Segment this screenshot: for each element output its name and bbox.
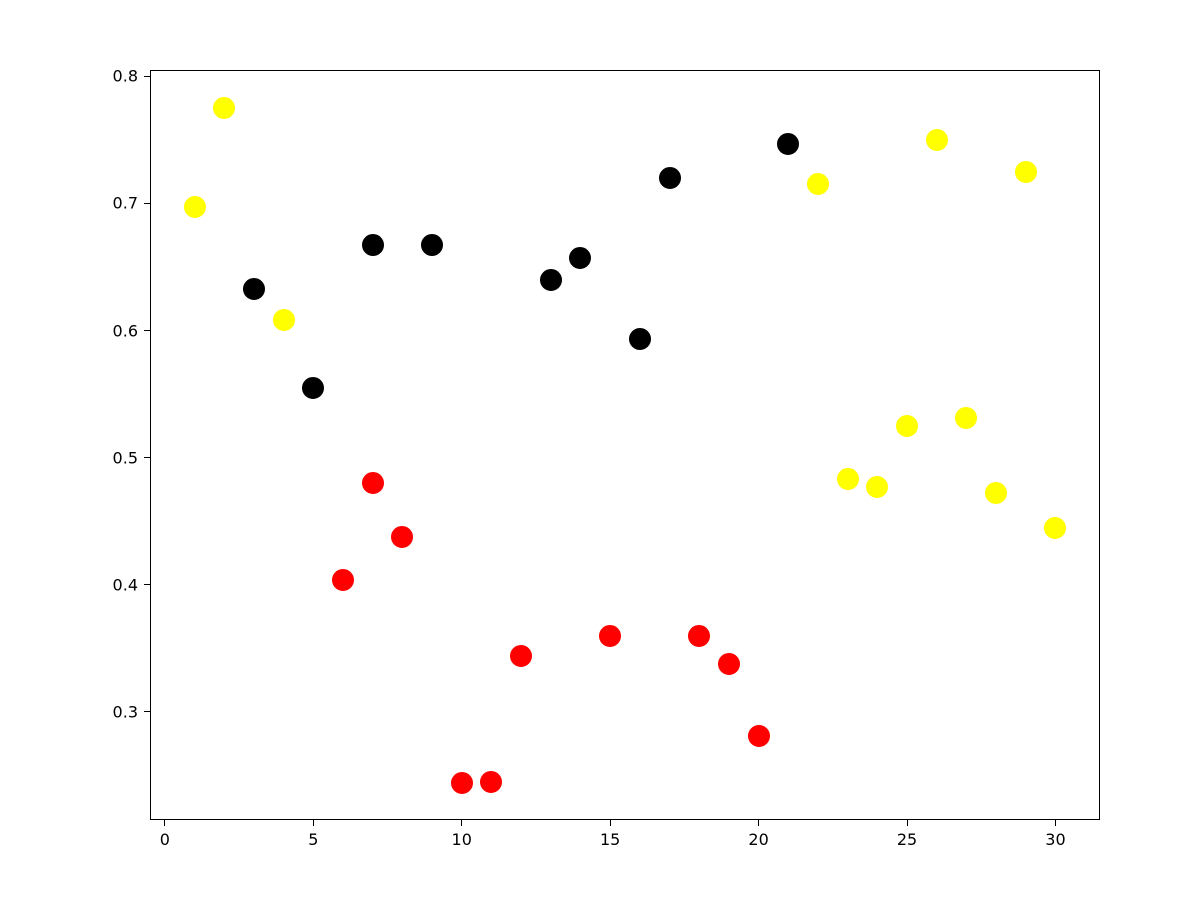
scatter-point — [718, 653, 740, 675]
scatter-point — [362, 472, 384, 494]
y-tick — [144, 330, 150, 331]
scatter-point — [540, 269, 562, 291]
x-tick-label: 15 — [600, 830, 620, 849]
scatter-point — [926, 129, 948, 151]
x-tick — [313, 820, 314, 826]
y-tick-label: 0.8 — [113, 67, 138, 86]
x-tick — [610, 820, 611, 826]
scatter-point — [955, 407, 977, 429]
scatter-point — [866, 476, 888, 498]
y-tick-label: 0.3 — [113, 702, 138, 721]
x-tick — [461, 820, 462, 826]
scatter-point — [362, 234, 384, 256]
y-tick-label: 0.5 — [113, 448, 138, 467]
scatter-point — [599, 625, 621, 647]
x-tick — [164, 820, 165, 826]
y-tick — [144, 457, 150, 458]
scatter-point — [777, 133, 799, 155]
scatter-point — [184, 196, 206, 218]
scatter-point — [748, 725, 770, 747]
scatter-point — [688, 625, 710, 647]
y-tick — [144, 711, 150, 712]
scatter-point — [807, 173, 829, 195]
scatter-point — [510, 645, 532, 667]
scatter-point — [243, 278, 265, 300]
scatter-point — [629, 328, 651, 350]
scatter-point — [332, 569, 354, 591]
chart-container: 0 5 10 15 20 25 30 0.3 0.4 0.5 0.6 0.7 0.8 — [0, 0, 1202, 910]
x-tick-label: 10 — [452, 830, 472, 849]
scatter-point — [302, 377, 324, 399]
scatter-point — [837, 468, 859, 490]
scatter-point — [1044, 517, 1066, 539]
y-tick-label: 0.4 — [113, 575, 138, 594]
scatter-point — [1015, 161, 1037, 183]
scatter-point — [896, 415, 918, 437]
scatter-point — [569, 247, 591, 269]
x-tick-label: 0 — [160, 830, 170, 849]
y-tick-label: 0.6 — [113, 321, 138, 340]
x-tick — [1055, 820, 1056, 826]
y-tick — [144, 584, 150, 585]
y-tick-label: 0.7 — [113, 194, 138, 213]
plot-area — [150, 70, 1100, 820]
scatter-point — [451, 772, 473, 794]
y-tick — [144, 203, 150, 204]
x-tick-label: 30 — [1045, 830, 1065, 849]
scatter-point — [659, 167, 681, 189]
x-tick-label: 25 — [897, 830, 917, 849]
y-tick — [144, 76, 150, 77]
scatter-point — [273, 309, 295, 331]
x-tick — [907, 820, 908, 826]
x-tick-label: 20 — [748, 830, 768, 849]
x-tick-label: 5 — [308, 830, 318, 849]
scatter-point — [213, 97, 235, 119]
scatter-point — [391, 526, 413, 548]
scatter-point — [985, 482, 1007, 504]
scatter-point — [480, 771, 502, 793]
scatter-point — [421, 234, 443, 256]
x-tick — [758, 820, 759, 826]
